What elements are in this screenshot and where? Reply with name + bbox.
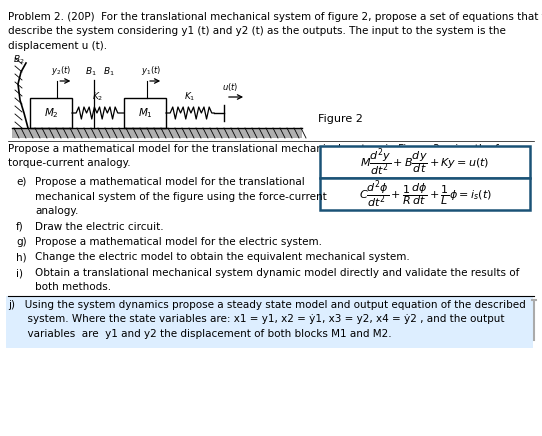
Text: Problem 2. (20P)  For the translational mechanical system of figure 2, propose a: Problem 2. (20P) For the translational m… — [8, 12, 542, 22]
Text: $K_2$: $K_2$ — [92, 91, 104, 103]
Bar — [30, 98, 72, 128]
Text: $y_2(t)$: $y_2(t)$ — [51, 64, 72, 77]
Text: $y_1(t)$: $y_1(t)$ — [141, 64, 162, 77]
Text: displacement u (t).: displacement u (t). — [8, 41, 107, 51]
Text: $M_1$: $M_1$ — [138, 106, 152, 120]
Text: analogy.: analogy. — [35, 206, 79, 216]
Bar — [320, 178, 530, 210]
Text: h): h) — [16, 252, 27, 262]
Text: mechanical system of the figure using the force-current: mechanical system of the figure using th… — [35, 191, 327, 201]
Text: Propose a mathematical model for the translational: Propose a mathematical model for the tra… — [35, 177, 305, 187]
Text: $K_1$: $K_1$ — [184, 91, 196, 103]
Bar — [124, 98, 166, 128]
Text: Propose a mathematical model for the electric system.: Propose a mathematical model for the ele… — [35, 237, 322, 247]
Text: $B_1$: $B_1$ — [103, 65, 115, 78]
Text: i): i) — [16, 268, 23, 278]
Text: $u(t)$: $u(t)$ — [222, 81, 238, 93]
Text: $M\dfrac{d^{2}y}{dt^{2}}+B\dfrac{dy}{dt}+Ky=u\left(t\right)$: $M\dfrac{d^{2}y}{dt^{2}}+B\dfrac{dy}{dt}… — [360, 146, 489, 178]
Text: Obtain a translational mechanical system dynamic model directly and validate the: Obtain a translational mechanical system… — [35, 268, 519, 278]
Text: $M_2$: $M_2$ — [43, 106, 59, 120]
Text: j)   Using the system dynamics propose a steady state model and output equation : j) Using the system dynamics propose a s… — [8, 300, 526, 310]
Bar — [12, 128, 302, 138]
Text: Propose a mathematical model for the translational mechanical system in Figure 2: Propose a mathematical model for the tra… — [8, 144, 525, 154]
Text: e): e) — [16, 177, 27, 187]
Text: g): g) — [16, 237, 27, 247]
Bar — [320, 146, 530, 178]
Text: Figure 2: Figure 2 — [318, 114, 363, 124]
Bar — [6, 296, 533, 347]
Text: $B_1$: $B_1$ — [85, 65, 97, 78]
Text: $C\dfrac{d^{2}\phi}{dt^{2}}+\dfrac{1}{R}\dfrac{d\phi}{dt}+\dfrac{1}{L}\phi=i_{s}: $C\dfrac{d^{2}\phi}{dt^{2}}+\dfrac{1}{R}… — [359, 178, 492, 210]
Text: both methods.: both methods. — [35, 283, 111, 293]
Text: $B_2$: $B_2$ — [13, 54, 24, 66]
Text: Change the electric model to obtain the equivalent mechanical system.: Change the electric model to obtain the … — [35, 252, 410, 262]
Text: torque-current analogy.: torque-current analogy. — [8, 159, 131, 168]
Text: f): f) — [16, 221, 24, 232]
Text: system. Where the state variables are: x1 = y1, x2 = ẏ1, x3 = y2, x4 = ẏ2 , and : system. Where the state variables are: x… — [8, 314, 505, 324]
Text: Draw the electric circuit.: Draw the electric circuit. — [35, 221, 164, 232]
Text: describe the system considering y1 (t) and y2 (t) as the outputs. The input to t: describe the system considering y1 (t) a… — [8, 27, 506, 37]
Text: variables  are  y1 and y2 the displacement of both blocks M1 and M2.: variables are y1 and y2 the displacement… — [8, 329, 392, 339]
